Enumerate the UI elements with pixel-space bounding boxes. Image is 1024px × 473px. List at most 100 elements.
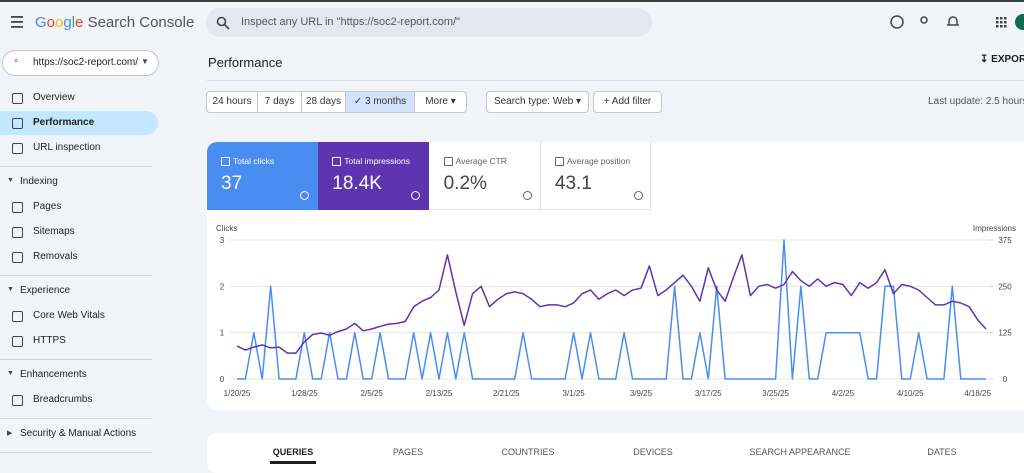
metric-value: 18.4K bbox=[332, 173, 382, 194]
search-type-label: Search type: Web bbox=[493, 96, 574, 107]
nav-section[interactable]: Experience bbox=[20, 285, 71, 296]
nav-icon bbox=[12, 252, 23, 263]
avatar[interactable] bbox=[1015, 14, 1024, 30]
date-range-button[interactable]: 28 days bbox=[301, 91, 346, 113]
tab[interactable]: QUERIES bbox=[272, 447, 314, 457]
help-icon[interactable] bbox=[411, 191, 421, 200]
nav-icon bbox=[12, 336, 23, 347]
x-tick-label: 4/2/25 bbox=[832, 389, 855, 398]
more-label: More bbox=[425, 96, 448, 107]
tab[interactable]: DATES bbox=[927, 447, 957, 457]
y-tick-label: 1 bbox=[220, 329, 225, 338]
nav-item[interactable]: HTTPS bbox=[33, 335, 66, 346]
more-button[interactable]: More ▾ bbox=[414, 91, 467, 113]
export-button[interactable]: ↧ EXPORT bbox=[980, 54, 1024, 65]
tab[interactable]: DEVICES bbox=[633, 447, 673, 457]
bell-icon[interactable] bbox=[947, 16, 959, 26]
nav-item[interactable]: Core Web Vitals bbox=[33, 310, 105, 321]
y-tick-label: 0 bbox=[220, 375, 225, 384]
x-tick-label: 3/9/25 bbox=[630, 389, 653, 398]
last-update: Last update: 2.5 hours ago bbox=[928, 96, 1024, 107]
metric-value: 37 bbox=[221, 173, 243, 194]
property-selector[interactable]: ∘ https://soc2-report.com/ ▼ bbox=[2, 50, 159, 76]
nav-divider bbox=[0, 275, 152, 276]
nav-section[interactable]: Security & Manual Actions bbox=[20, 428, 137, 439]
y2-tick-label: 125 bbox=[998, 329, 1012, 338]
x-tick-label: 1/28/25 bbox=[291, 389, 318, 398]
brand: Google bbox=[35, 14, 84, 31]
x-tick-label: 3/1/25 bbox=[563, 389, 586, 398]
help-icon[interactable] bbox=[633, 191, 643, 200]
metric-card[interactable]: Average position 43.1 bbox=[540, 142, 651, 210]
metric-value: 0.2% bbox=[443, 173, 487, 194]
nav-item[interactable]: Removals bbox=[33, 251, 78, 262]
date-range-button[interactable]: 24 hours bbox=[206, 91, 258, 113]
date-range-label: 24 hours bbox=[212, 96, 252, 107]
x-tick-label: 4/10/25 bbox=[897, 389, 924, 398]
add-filter-button[interactable]: + Add filter bbox=[593, 91, 662, 113]
top-strip bbox=[0, 0, 1024, 2]
section-caret: ▶ bbox=[7, 430, 13, 437]
x-tick-label: 2/13/25 bbox=[426, 389, 453, 398]
nav-item[interactable]: Performance bbox=[33, 117, 95, 128]
search-box[interactable]: Inspect any URL in "https://soc2-report.… bbox=[206, 8, 652, 37]
nav-icon bbox=[12, 93, 23, 104]
property-url: https://soc2-report.com/ bbox=[33, 57, 139, 68]
help-icon[interactable] bbox=[522, 191, 532, 200]
search-type-button[interactable]: Search type: Web ▾ bbox=[486, 91, 589, 113]
nav-item[interactable]: URL inspection bbox=[33, 142, 101, 153]
metric-label: Average position bbox=[566, 156, 631, 166]
date-range-label: 7 days bbox=[264, 96, 295, 107]
y-axis-title: Clicks bbox=[216, 224, 237, 233]
date-range-label: 3 months bbox=[365, 96, 407, 107]
y-tick-label: 2 bbox=[220, 282, 225, 291]
nav-icon bbox=[12, 395, 23, 406]
help-icon[interactable] bbox=[300, 191, 309, 200]
tab[interactable]: SEARCH APPEARANCE bbox=[749, 447, 851, 457]
divider bbox=[207, 80, 1024, 81]
metric-checkbox bbox=[332, 157, 342, 166]
page-title: Performance bbox=[208, 55, 283, 70]
nav-icon bbox=[12, 202, 23, 213]
metric-label: Total impressions bbox=[344, 156, 410, 166]
nav-item[interactable]: Pages bbox=[33, 201, 62, 212]
metric-card[interactable]: Total impressions 18.4K bbox=[318, 142, 430, 210]
nav-item[interactable]: Overview bbox=[33, 92, 75, 103]
export-label: EXPORT bbox=[991, 54, 1024, 65]
x-tick-label: 3/17/25 bbox=[695, 389, 722, 398]
date-range-button[interactable]: ✓ 3 months bbox=[345, 91, 415, 113]
y2-tick-label: 375 bbox=[998, 236, 1012, 245]
tab[interactable]: COUNTRIES bbox=[501, 447, 555, 457]
section-caret: ▼ bbox=[7, 177, 14, 184]
apps-icon[interactable] bbox=[996, 17, 1007, 28]
add-filter-label: Add filter bbox=[611, 96, 652, 107]
nav-divider bbox=[0, 452, 152, 453]
metric-card[interactable]: Average CTR 0.2% bbox=[429, 142, 541, 210]
section-caret: ▼ bbox=[7, 286, 14, 293]
users-icon[interactable] bbox=[920, 16, 928, 24]
nav-section[interactable]: Enhancements bbox=[20, 369, 87, 380]
metric-label: Average CTR bbox=[455, 156, 507, 166]
nav-section[interactable]: Indexing bbox=[20, 176, 58, 187]
nav-divider bbox=[0, 418, 152, 419]
metric-card[interactable]: Total clicks 37 bbox=[207, 142, 318, 210]
metric-checkbox bbox=[221, 157, 230, 166]
tab-underline bbox=[270, 461, 316, 464]
menu-icon[interactable] bbox=[10, 15, 26, 29]
tab[interactable]: PAGES bbox=[392, 447, 424, 457]
y-tick-label: 3 bbox=[220, 236, 225, 245]
header-icons bbox=[890, 14, 1024, 30]
nav-icon bbox=[12, 143, 23, 154]
metric-checkbox bbox=[554, 157, 564, 166]
metric-label: Total clicks bbox=[233, 156, 275, 166]
product: Search Console bbox=[87, 14, 195, 31]
nav-divider bbox=[0, 359, 152, 360]
x-tick-label: 1/20/25 bbox=[224, 389, 251, 398]
logo[interactable]: Google Search Console bbox=[35, 14, 194, 31]
nav-item[interactable]: Breadcrumbs bbox=[33, 394, 93, 405]
nav-item[interactable]: Sitemaps bbox=[33, 226, 75, 237]
help-icon[interactable] bbox=[890, 15, 904, 29]
